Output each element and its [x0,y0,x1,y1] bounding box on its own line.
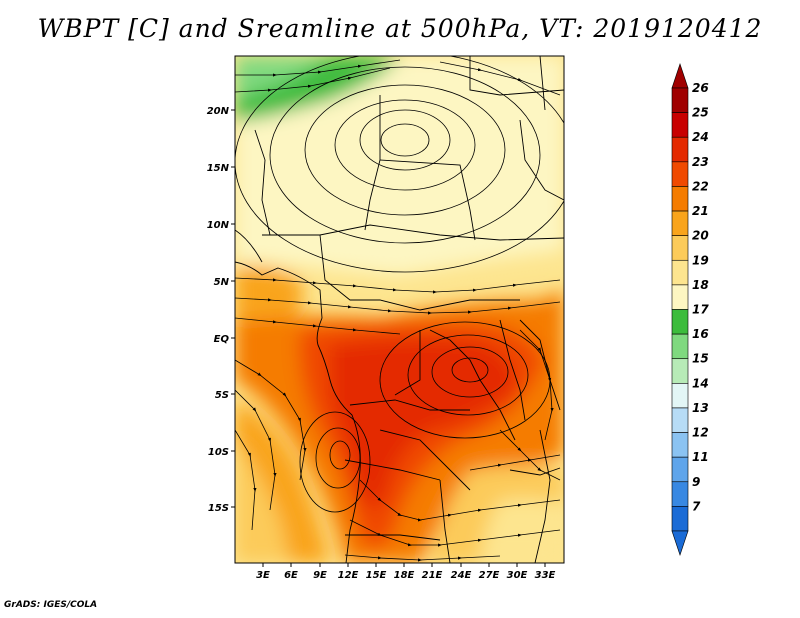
lat-tick-label: 15S [208,503,229,514]
colorbar-label: 17 [692,303,709,317]
colorbar-label: 23 [692,155,709,169]
colorbar-label: 13 [692,401,709,415]
map-frame [234,55,565,564]
lon-tick-label: 6E [284,570,298,581]
colorbar-swatch [671,309,689,335]
lon-tick-label: 21E [422,570,443,581]
lon-tick-label: 27E [479,570,500,581]
colorbar-label: 25 [692,106,709,120]
colorbar-swatch [671,481,689,507]
lon-tick-label: 18E [394,570,415,581]
colorbar-swatch [671,87,689,113]
wbpt-shading [235,56,564,563]
colorbar-label: 22 [692,179,709,193]
lon-tick-label: 30E [507,570,528,581]
colorbar-max-arrow [671,63,689,89]
colorbar-label: 9 [692,475,700,489]
colorbar-swatch [671,407,689,433]
colorbar-swatch [671,284,689,310]
lon-tick-label: 24E [451,570,472,581]
colorbar-swatch [671,186,689,212]
grads-credit: GrADS: IGES/COLA [4,600,98,610]
lon-tick-label: 3E [256,570,270,581]
lat-tick-label: 15N [207,163,230,174]
colorbar-swatch [671,383,689,409]
colorbar-label: 11 [692,450,709,464]
colorbar-swatch [671,506,689,532]
lon-tick-label: 9E [313,570,327,581]
lat-tick-label: 20N [207,106,230,117]
lat-tick-label: 10S [208,447,229,458]
lat-axis: 20N 15N 10N 5N EQ 5S 10S 15S [207,106,235,514]
colorbar-label: 20 [692,229,709,243]
lon-axis: 3E 6E 9E 12E 15E 18E 21E 24E 27E 30E 33E [256,563,556,581]
streamlines [235,56,564,562]
colorbar-label: 24 [692,130,709,144]
colorbar-swatch [671,432,689,458]
chart-title: WBPT [C] and Sreamline at 500hPa, VT: 20… [37,14,763,43]
country-borders [235,56,564,563]
lat-tick-label: 5N [214,277,230,288]
colorbar-label: 26 [692,81,709,95]
colorbar-label: 7 [692,499,701,513]
colorbar-label: 15 [692,352,709,366]
colorbar-swatch [671,161,689,187]
lon-tick-label: 15E [366,570,387,581]
lon-tick-label: 12E [338,570,359,581]
colorbar-swatch [671,210,689,236]
colorbar-label: 21 [692,204,709,218]
colorbar-swatch [671,358,689,384]
colorbar-swatch [671,456,689,483]
colorbar: 26 25 24 23 22 21 20 19 18 17 16 15 14 13 12 11 9 7 [671,63,709,556]
lat-tick-label: EQ [214,334,230,345]
colorbar-label: 14 [692,376,709,390]
colorbar-swatch [671,136,689,163]
colorbar-label: 16 [692,327,709,341]
colorbar-min-arrow [671,530,689,556]
lat-tick-label: 10N [207,220,230,231]
colorbar-swatch [671,333,689,360]
colorbar-swatch [671,112,689,138]
colorbar-label: 18 [692,278,709,292]
colorbar-swatch [671,235,689,261]
lon-tick-label: 33E [535,570,556,581]
colorbar-swatch [671,259,689,286]
colorbar-label: 12 [692,426,709,440]
colorbar-label: 19 [692,253,709,267]
lat-tick-label: 5S [215,390,229,401]
